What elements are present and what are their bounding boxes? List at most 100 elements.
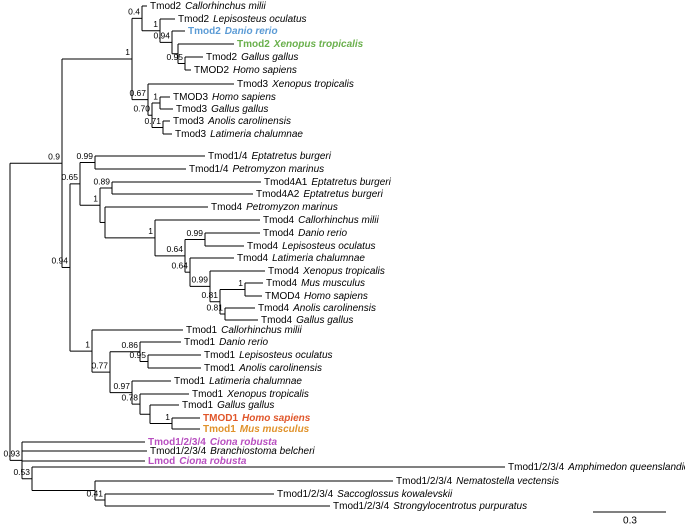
support-value: 0.93 [3,449,20,459]
species-name: Branchiostoma belcheri [210,446,315,457]
gene-name: Tmod2 [188,26,221,37]
gene-name: Tmod4A2 [256,189,300,200]
leaf-label: Tmod1/4 Eptatretus burgeri [208,151,332,162]
gene-name: Tmod1/2/3/4 [333,501,390,512]
support-value: 1 [85,339,90,349]
species-name: Callorhinchus milii [298,215,379,226]
gene-name: Tmod1 [184,337,216,348]
leaf-label: Tmod4 Gallus gallus [261,315,353,326]
gene-name: Tmod1/2/3/4 [508,462,565,473]
leaf-label: Tmod3 Xenopus tropicalis [237,79,354,90]
gene-name: Tmod1 [204,363,236,374]
gene-name: TMOD4 [265,291,300,302]
species-name: Xenopus tropicalis [273,39,364,50]
gene-name: Tmod4 [237,253,269,264]
support-value: 0.65 [61,172,78,182]
gene-name: Tmod4A1 [264,177,308,188]
gene-name: Tmod3 [176,104,208,115]
gene-name: Tmod1 [192,389,224,400]
species-name: Homo sapiens [212,92,276,103]
leaf-label: Tmod4 Lepisosteus oculatus [247,241,376,252]
gene-name: TMOD1 [203,413,238,424]
leaf-label: Tmod1 Callorhinchus milii [186,325,302,336]
species-name: Petromyzon marinus [232,164,324,175]
leaf-label: Tmod4 Petromyzon marinus [211,202,338,213]
support-value: 0.64 [171,260,188,270]
species-name: Strongylocentrotus purpuratus [393,501,527,512]
leaf-label: Tmod4 Latimeria chalumnae [237,253,365,264]
species-name: Lepisosteus oculatus [282,241,375,252]
leaf-label: Tmod1/4 Petromyzon marinus [189,164,324,175]
gene-name: Tmod1 [174,376,206,387]
leaf-label: Tmod2 Xenopus tropicalis [237,39,364,50]
gene-name: Tmod1/2/3/4 [277,489,334,500]
support-value: 0.64 [166,244,183,254]
species-name: Latimeria chalumnae [272,253,365,264]
species-name: Ciona robusta [179,456,247,467]
gene-name: Tmod1 [186,325,218,336]
species-name: Eptatretus burgeri [311,177,391,188]
leaf-label: Tmod1 Danio rerio [184,337,268,348]
leaf-label: TMOD2 Homo sapiens [194,65,297,76]
gene-name: TMOD3 [173,92,208,103]
species-name: Gallus gallus [217,400,274,411]
support-value: 0.89 [93,176,110,186]
leaf-label: TMOD1 Homo sapiens [203,413,311,424]
species-name: Homo sapiens [304,291,368,302]
leaf-label: Tmod1/2/3/4 Amphimedon queenslandica [508,462,685,473]
leaf-label: Tmod1 Lepisosteus oculatus [204,350,333,361]
leaf-label: Tmod4 Anolis carolinensis [258,303,376,314]
gene-name: Tmod4 [247,241,279,252]
species-name: Latimeria chalumnae [210,129,303,140]
leaf-label: Tmod1 Anolis carolinensis [204,363,322,374]
support-value: 0.67 [129,88,146,98]
support-value: 0.81 [206,302,223,312]
leaf-label: Tmod1/2/3/4 Nematostella vectensis [396,476,559,487]
leaf-label: Tmod2 Gallus gallus [206,52,298,63]
species-name: Ciona robusta [210,437,278,448]
gene-name: Tmod1 [204,350,236,361]
species-name: Gallus gallus [241,52,298,63]
gene-name: Lmod [148,456,175,467]
species-name: Gallus gallus [296,315,353,326]
support-value: 0.99 [186,228,203,238]
support-value: 1 [153,19,158,29]
species-name: Danio rerio [298,228,347,239]
species-name: Lepisosteus oculatus [239,350,332,361]
support-value: 0.70 [133,104,150,114]
species-name: Xenopus tropicalis [302,266,385,277]
species-name: Gallus gallus [211,104,268,115]
gene-name: Tmod1/4 [208,151,248,162]
gene-name: Tmod4 [258,303,290,314]
support-value: 0.94 [153,31,170,41]
gene-name: Tmod4 [263,228,295,239]
leaf-label: Tmod3 Anolis carolinensis [173,116,291,127]
leaf-label: Tmod1 Latimeria chalumnae [174,376,302,387]
support-value: 0.95 [129,350,146,360]
support-value: 0.4 [128,7,140,17]
support-value: 1 [153,91,158,101]
gene-name: Tmod2 [178,14,210,25]
support-value: 0.94 [51,256,68,266]
gene-name: Tmod1/2/3/4 [148,437,206,448]
leaf-label: Tmod2 Danio rerio [188,26,278,37]
leaf-label: TMOD4 Homo sapiens [265,291,368,302]
leaf-label: Tmod1/2/3/4 Branchiostoma belcheri [150,446,315,457]
species-name: Callorhinchus milii [221,325,302,336]
species-name: Petromyzon marinus [246,202,338,213]
gene-name: TMOD2 [194,65,229,76]
leaf-label: Tmod1 Mus musculus [203,424,310,435]
support-value: 1 [238,278,243,288]
species-name: Danio rerio [225,26,278,37]
support-value: 1 [165,412,170,422]
gene-name: Tmod3 [173,116,205,127]
leaf-label: Tmod4A2 Eptatretus burgeri [256,189,384,200]
leaf-label: Tmod3 Latimeria chalumnae [175,129,303,140]
leaf-label: Tmod4 Callorhinchus milii [263,215,379,226]
leaf-label: Tmod1/2/3/4 Saccoglossus kowalevskii [277,489,453,500]
gene-name: Tmod4 [211,202,243,213]
leaf-label: Tmod1 Xenopus tropicalis [192,389,309,400]
support-value: 0.97 [113,381,130,391]
species-name: Anolis carolinensis [207,116,291,127]
